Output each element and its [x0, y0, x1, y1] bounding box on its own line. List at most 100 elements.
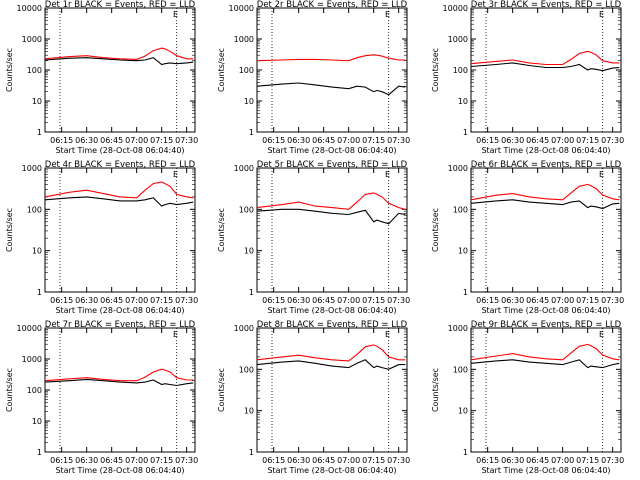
- lld-series-line: [44, 181, 194, 199]
- y-tick-label: 10: [244, 407, 254, 416]
- events-series-line: [256, 82, 406, 96]
- y-tick-label: 100: [239, 66, 254, 75]
- events-series-line: [470, 62, 620, 72]
- events-series-line: [44, 196, 194, 207]
- x-tick-label: 06:45: [526, 456, 549, 465]
- x-tick-label: 07:00: [551, 136, 574, 145]
- x-tick-label: 07:15: [150, 456, 173, 465]
- corner-mark: E: [385, 170, 390, 179]
- panel-title: Det 6r BLACK = Events, RED = LLD: [471, 160, 622, 170]
- x-tick-label: 06:30: [501, 456, 524, 465]
- x-axis-label: Start Time (28-Oct-08 06:04:40): [481, 466, 610, 475]
- x-tick-label: 06:30: [75, 456, 98, 465]
- x-tick-label: 07:00: [125, 296, 148, 305]
- x-axis-label: Start Time (28-Oct-08 06:04:40): [481, 146, 610, 155]
- y-axis-label: Counts/sec: [217, 208, 226, 252]
- corner-mark: E: [173, 10, 178, 19]
- panel-title: Det 5r BLACK = Events, RED = LLD: [257, 160, 408, 170]
- y-tick-label: 1000: [234, 324, 254, 333]
- y-tick-label: 10: [32, 247, 42, 256]
- events-series-line: [256, 208, 406, 225]
- y-tick-label: 10000: [17, 324, 42, 333]
- y-tick-label: 1: [463, 448, 468, 457]
- y-tick-label: 10: [32, 417, 42, 426]
- x-axis-label: Start Time (28-Oct-08 06:04:40): [267, 146, 396, 155]
- panel-title: Det 4r BLACK = Events, RED = LLD: [45, 160, 196, 170]
- x-tick-label: 07:00: [337, 456, 360, 465]
- y-tick-label: 10000: [17, 4, 42, 13]
- plot-frame: [256, 167, 408, 293]
- lld-series-line: [470, 50, 620, 66]
- y-tick-label: 1000: [448, 164, 468, 173]
- events-series-line: [44, 378, 194, 387]
- corner-mark: E: [173, 330, 178, 339]
- x-tick-label: 07:00: [125, 136, 148, 145]
- y-axis-label: Counts/sec: [217, 368, 226, 412]
- x-axis-label: Start Time (28-Oct-08 06:04:40): [481, 306, 610, 315]
- x-tick-label: 07:00: [337, 296, 360, 305]
- x-tick-label: 06:45: [100, 296, 123, 305]
- x-tick-label: 07:15: [576, 456, 599, 465]
- panel-title: Det 1r BLACK = Events, RED = LLD: [45, 0, 196, 10]
- x-tick-label: 06:15: [262, 136, 285, 145]
- y-tick-label: 1: [463, 128, 468, 137]
- x-axis-label: Start Time (28-Oct-08 06:04:40): [267, 466, 396, 475]
- x-tick-label: 07:15: [576, 296, 599, 305]
- x-tick-label: 06:15: [50, 456, 73, 465]
- x-tick-label: 07:00: [337, 136, 360, 145]
- y-axis-label: Counts/sec: [5, 368, 14, 412]
- panel-title: Det 7r BLACK = Events, RED = LLD: [45, 320, 196, 330]
- plot-frame: [44, 167, 196, 293]
- y-tick-label: 1000: [234, 35, 254, 44]
- lld-series-line: [256, 344, 406, 362]
- x-tick-label: 07:15: [362, 456, 385, 465]
- x-tick-label: 07:30: [175, 296, 198, 305]
- x-tick-label: 06:30: [75, 136, 98, 145]
- x-tick-label: 07:15: [362, 296, 385, 305]
- lld-series-line: [470, 343, 620, 361]
- lld-series-line: [44, 47, 194, 60]
- plot-frame: [44, 327, 196, 453]
- x-tick-label: 06:30: [287, 296, 310, 305]
- x-tick-label: 07:30: [601, 136, 624, 145]
- panel-title: Det 9r BLACK = Events, RED = LLD: [471, 320, 622, 330]
- y-tick-label: 1: [37, 288, 42, 297]
- y-tick-label: 100: [453, 205, 468, 214]
- y-tick-label: 1000: [22, 35, 42, 44]
- y-tick-label: 10000: [229, 4, 254, 13]
- y-tick-label: 1: [249, 448, 254, 457]
- y-tick-label: 10: [458, 407, 468, 416]
- plot-frame: [470, 327, 622, 453]
- x-tick-label: 06:30: [287, 136, 310, 145]
- y-tick-label: 1000: [448, 324, 468, 333]
- x-tick-label: 06:15: [476, 136, 499, 145]
- x-tick-label: 06:15: [50, 296, 73, 305]
- y-tick-label: 1: [37, 128, 42, 137]
- x-tick-label: 06:45: [312, 456, 335, 465]
- x-tick-label: 06:15: [50, 136, 73, 145]
- lld-series-line: [44, 368, 194, 382]
- x-tick-label: 06:30: [501, 136, 524, 145]
- x-tick-label: 07:15: [150, 296, 173, 305]
- panel-title: Det 2r BLACK = Events, RED = LLD: [257, 0, 408, 10]
- y-axis-label: Counts/sec: [217, 48, 226, 92]
- y-tick-label: 1: [463, 288, 468, 297]
- x-tick-label: 06:15: [262, 456, 285, 465]
- x-axis-label: Start Time (28-Oct-08 06:04:40): [55, 466, 184, 475]
- y-axis-label: Counts/sec: [5, 48, 14, 92]
- x-tick-label: 06:15: [262, 296, 285, 305]
- x-tick-label: 06:45: [526, 136, 549, 145]
- events-series-line: [470, 359, 620, 369]
- corner-mark: E: [599, 330, 604, 339]
- y-tick-label: 100: [239, 205, 254, 214]
- y-tick-label: 100: [239, 365, 254, 374]
- y-tick-label: 100: [453, 365, 468, 374]
- y-tick-label: 100: [27, 66, 42, 75]
- y-tick-label: 1: [249, 288, 254, 297]
